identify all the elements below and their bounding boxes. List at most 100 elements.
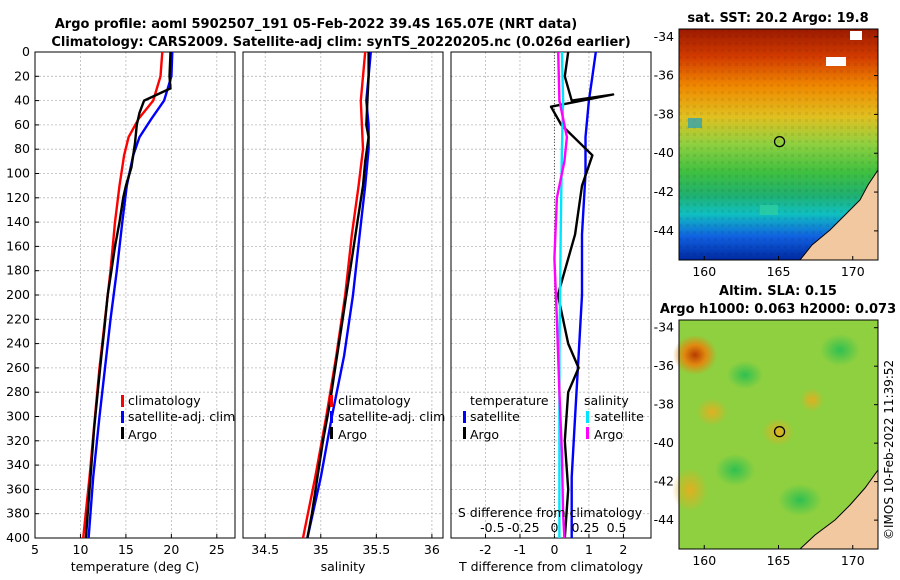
sla-map-title: Altim. SLA: 0.15 — [719, 284, 837, 299]
sla-anomaly — [800, 388, 824, 412]
salinity-legend: climatology satellite-adj. clim Argo — [330, 393, 445, 442]
salinity-panel: 34.5 35 35.5 36 salinity — [242, 51, 444, 574]
legend-swatch-satellite — [330, 411, 333, 423]
x-tick-label: -1 — [514, 542, 526, 557]
x-tick-label: 15 — [118, 542, 134, 557]
sla-anomaly — [672, 468, 708, 512]
legend-label-satellite: satellite-adj. clim — [128, 409, 235, 424]
map-y-tick-label: -40 — [654, 435, 674, 450]
x-tick-label: 0 — [550, 542, 558, 557]
x-axis-label: salinity — [321, 559, 366, 574]
series-line-argo — [306, 52, 370, 539]
x-tick-label: 35 — [313, 542, 329, 557]
sla-low-anomaly — [820, 334, 860, 366]
y-tick-label: 400 — [6, 530, 30, 545]
y-tick-label: 340 — [6, 457, 30, 472]
map-x-tick-label: 165 — [767, 553, 791, 568]
legend-swatch-satellite — [121, 411, 124, 423]
map-y-tick-label: -42 — [654, 474, 674, 489]
legend-swatch-s-satellite — [586, 411, 589, 423]
argo-position-marker — [773, 425, 786, 438]
map-y-tick-label: -44 — [654, 223, 674, 238]
x-tick-label: 2 — [619, 542, 627, 557]
map-y-tick-label: -40 — [654, 145, 674, 160]
y-tick-label: 120 — [6, 190, 30, 205]
legend-label-t-satellite: satellite — [470, 409, 520, 424]
sst-missing-patch — [826, 57, 846, 66]
top-tick-label: 0.5 — [607, 520, 627, 535]
map-x-tick-label: 165 — [767, 264, 791, 279]
y-tick-label: 300 — [6, 409, 30, 424]
sst-cold-patch — [760, 205, 778, 215]
sla-low-anomaly — [778, 484, 822, 516]
y-tick-label: 380 — [6, 506, 30, 521]
legend-label-argo: Argo — [128, 427, 157, 442]
series-line-t-satellite — [570, 51, 597, 538]
map-x-tick-label: 170 — [841, 264, 865, 279]
sst-map — [678, 28, 879, 261]
sla-high-anomaly — [673, 335, 717, 375]
y-tick-label: 80 — [14, 141, 30, 156]
x-tick-label: 36 — [424, 542, 440, 557]
map-y-tick-label: -36 — [654, 358, 674, 373]
axes-frame — [450, 51, 652, 539]
series-line-s-argo — [553, 51, 569, 539]
map-y-tick-label: -34 — [654, 320, 674, 335]
series-line-t-argo — [549, 51, 615, 539]
y-tick-label: 240 — [6, 336, 30, 351]
y-tick-label: 320 — [6, 433, 30, 448]
map-x-tick-label: 160 — [692, 264, 716, 279]
top-tick-label: -0.5 — [480, 520, 504, 535]
legend-swatch-climatology — [330, 395, 333, 407]
s-difference-ticks: -0.5 -0.25 0 0.25 0.5 — [480, 520, 626, 535]
temperature-legend: climatology satellite-adj. clim Argo — [121, 393, 235, 442]
legend-label-climatology: climatology — [128, 393, 201, 408]
y-tick-label: 60 — [14, 117, 30, 132]
y-tick-label: 220 — [6, 311, 30, 326]
legend-label-t-argo: Argo — [470, 427, 499, 442]
x-tick-label: -2 — [479, 542, 491, 557]
y-tick-label: 280 — [6, 384, 30, 399]
x-tick-label: 20 — [163, 542, 179, 557]
map-x-tick-label: 170 — [841, 553, 865, 568]
sla-map-axes: -34 -36 -38 -40 -42 -44 160 165 170 — [654, 320, 878, 568]
map-y-tick-label: -38 — [654, 106, 674, 121]
x-tick-label: 25 — [209, 542, 225, 557]
x-tick-label: 1 — [585, 542, 593, 557]
map-y-tick-label: -34 — [654, 29, 674, 44]
top-tick-label: 0 — [550, 520, 558, 535]
y-tick-label: 160 — [6, 238, 30, 253]
legend-swatch-t-satellite — [463, 411, 466, 423]
axes-frame — [242, 51, 444, 539]
y-tick-label: 20 — [14, 68, 30, 83]
sst-map-title: sat. SST: 20.2 Argo: 19.8 — [687, 11, 868, 26]
legend-label-satellite: satellite-adj. clim — [338, 409, 445, 424]
figure-title-line2: Climatology: CARS2009. Satellite-adj cli… — [51, 35, 630, 50]
legend-label-s-argo: Argo — [594, 427, 623, 442]
x-tick-label: 5 — [31, 542, 39, 557]
x-tick-label: 10 — [73, 542, 89, 557]
legend-label-s-satellite: satellite — [594, 409, 644, 424]
y-tick-label: 200 — [6, 287, 30, 302]
series-line-argo — [84, 51, 172, 539]
y-tick-label: 260 — [6, 360, 30, 375]
legend-swatch-argo — [330, 427, 333, 439]
y-tick-label: 180 — [6, 263, 30, 278]
series-line-s-satellite — [558, 51, 565, 538]
top-tick-label: 0.25 — [572, 520, 600, 535]
sla-low-anomaly — [727, 361, 763, 389]
figure-title-line1: Argo profile: aoml 5902507_191 05-Feb-20… — [55, 17, 577, 32]
y-tick-label: 0 — [22, 44, 30, 59]
sla-low-anomaly — [715, 454, 755, 486]
map-y-tick-label: -44 — [654, 512, 674, 527]
legend-swatch-argo — [121, 427, 124, 439]
temperature-panel: 5 10 15 20 25 0 20 40 60 80 100 120 140 160 180 200 220 2… — [6, 44, 236, 574]
top-tick-label: -0.25 — [507, 520, 539, 535]
map-y-tick-label: -36 — [654, 68, 674, 83]
sla-anomaly — [762, 418, 794, 446]
sst-missing-patch — [850, 31, 862, 40]
x-tick-label: 35.5 — [362, 542, 390, 557]
difference-panel: -2 -1 0 1 2 T difference from climatology — [450, 51, 652, 574]
legend-title-salinity: salinity — [584, 393, 629, 408]
